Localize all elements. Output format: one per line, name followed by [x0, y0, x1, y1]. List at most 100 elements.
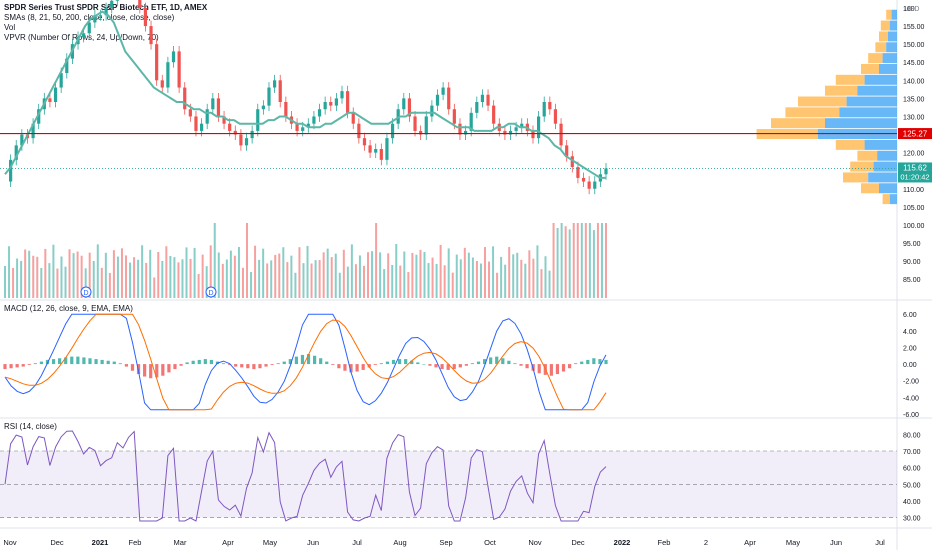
volume-bar	[334, 253, 337, 298]
candle-body	[469, 112, 473, 131]
volume-indicator-label[interactable]: Vol	[4, 23, 16, 32]
volume-bar	[80, 255, 83, 298]
candle-body	[424, 116, 428, 135]
volume-bar	[125, 255, 128, 298]
time-tick-label: May	[786, 538, 800, 547]
volume-bar	[504, 264, 507, 298]
macd-histogram-bar	[337, 364, 341, 369]
candle-body	[452, 109, 456, 124]
volume-bar	[294, 272, 297, 298]
time-tick-label: Aug	[393, 538, 406, 547]
candle-body	[576, 167, 580, 178]
volume-bar	[36, 256, 39, 298]
candle-body	[188, 109, 192, 117]
vpvr-row-down	[879, 31, 888, 42]
macd-histogram-bar	[574, 363, 578, 365]
candle-body	[475, 102, 479, 113]
volume-bar	[435, 263, 438, 298]
volume-bar	[270, 260, 273, 298]
volume-bar	[185, 247, 188, 298]
candle-body	[228, 123, 232, 131]
time-tick-label: 2021	[92, 538, 109, 547]
volume-bar	[68, 249, 71, 298]
macd-histogram-bar	[404, 359, 408, 365]
candle-body	[357, 123, 361, 139]
volume-bar	[528, 250, 531, 298]
macd-histogram-bar	[209, 359, 214, 365]
volume-bar	[64, 266, 67, 298]
price-tick-label: 120.00	[903, 151, 925, 158]
candle-body	[390, 123, 395, 139]
volume-bar	[197, 274, 200, 298]
volume-bar	[524, 263, 527, 298]
macd-histogram-bar	[391, 359, 396, 365]
macd-histogram-bar	[367, 364, 371, 368]
candle-body	[143, 8, 148, 27]
volume-bar	[338, 272, 341, 298]
macd-legend[interactable]: MACD (12, 26, close, 9, EMA, EMA)	[4, 304, 133, 313]
candle-body	[419, 130, 423, 135]
macd-histogram-bar	[313, 355, 317, 365]
macd-histogram-bar	[94, 359, 98, 365]
vpvr-row-down	[771, 118, 825, 129]
macd-histogram-bar	[598, 359, 602, 365]
volume-bar	[556, 228, 559, 298]
vpvr-profile	[756, 9, 897, 205]
time-tick-label: Jun	[830, 538, 842, 547]
macd-axis[interactable]: 6.00 4.00 2.00 0.00 -2.00 -4.00 -6.00	[903, 312, 919, 419]
time-tick-label: Jul	[875, 538, 885, 547]
volume-bar	[8, 246, 11, 298]
candle-body	[385, 138, 389, 160]
volume-bar	[88, 252, 91, 298]
macd-histogram-bar	[452, 364, 456, 370]
volume-bar	[318, 260, 321, 298]
symbol-title[interactable]: SPDR Series Trust SPDR S&P Biotech ETF, …	[4, 3, 208, 12]
volume-bar	[447, 248, 450, 298]
candle-body	[553, 109, 558, 124]
vpvr-indicator-label[interactable]: VPVR (Number Of Rows, 24, Up/Down, 70)	[4, 33, 159, 42]
vpvr-row-down	[825, 85, 858, 96]
vpvr-row-up	[886, 42, 897, 53]
time-axis[interactable]: Nov Dec 2021 Feb Mar Apr May Jun Jul Aug Sep Oct Nov…	[3, 538, 885, 547]
volume-bar	[479, 263, 482, 298]
rsi-axis[interactable]: 80.00 70.00 60.00 50.00 40.00 30.00	[903, 432, 921, 522]
macd-tick-label: -6.00	[903, 412, 919, 419]
price-tick-label: 160	[903, 6, 915, 13]
macd-tick-label: -4.00	[903, 395, 919, 402]
candle-body	[351, 112, 355, 124]
macd-tick-label: 2.00	[903, 345, 917, 352]
candle-body	[503, 130, 507, 135]
macd-histogram-bar	[27, 364, 31, 365]
time-tick-label: Jun	[307, 538, 319, 547]
vpvr-row-up	[873, 161, 897, 172]
candle-body	[334, 98, 338, 106]
macd-histogram-bar	[489, 357, 493, 365]
last-price-badge: 115.62 01:20:42	[898, 162, 932, 183]
volume-bar	[76, 251, 79, 298]
candle-body	[48, 98, 52, 102]
candle-body	[216, 98, 221, 117]
volume-bar	[371, 251, 374, 298]
macd-histogram-bar	[130, 364, 135, 371]
candle-body	[233, 130, 237, 135]
macd-histogram-bar	[282, 361, 286, 365]
candle-body	[65, 58, 69, 74]
macd-histogram-bar	[428, 364, 432, 366]
rsi-legend[interactable]: RSI (14, close)	[4, 422, 57, 431]
volume-bar	[342, 249, 345, 298]
candle-body	[14, 145, 18, 160]
volume-bar	[568, 229, 571, 298]
time-tick-label: Apr	[222, 538, 234, 547]
volume-bar	[346, 266, 349, 298]
price-axis[interactable]: 160 155.00 150.00 145.00 140.00 135.00 130.00 1…	[903, 6, 925, 284]
macd-histogram-bar	[537, 364, 541, 374]
rsi-tick-label: 70.00	[903, 449, 921, 456]
volume-bar	[104, 252, 107, 298]
macd-tick-label: 4.00	[903, 329, 917, 336]
dividend-marker[interactable]: D	[205, 286, 217, 298]
volume-bar	[383, 269, 386, 298]
candle-body	[177, 51, 181, 88]
volume-bar	[600, 223, 603, 298]
dividend-marker[interactable]: D	[80, 286, 92, 298]
